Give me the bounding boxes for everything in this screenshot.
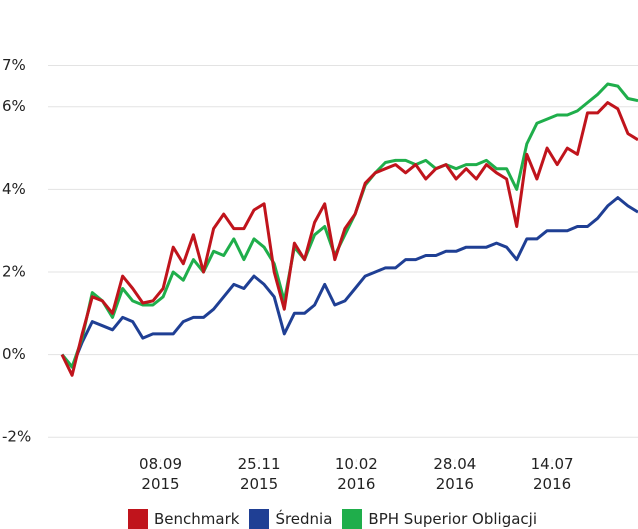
- y-tick-label: 2%: [2, 262, 26, 280]
- x-tick-label: 28.04 2016: [433, 455, 477, 493]
- series-line: [60, 196, 638, 369]
- x-tick-label: 10.02 2016: [334, 455, 378, 493]
- y-tick-label: -2%: [2, 428, 31, 446]
- x-tick-label: 14.07 2016: [530, 455, 574, 493]
- legend-item: Średnia: [249, 509, 332, 529]
- legend-swatch: [249, 509, 270, 529]
- legend-swatch: [128, 509, 148, 529]
- x-tick-label: 25.11 2015: [237, 455, 281, 493]
- series-line: [60, 101, 638, 377]
- legend-item: BPH Superior Obligacji: [342, 509, 537, 529]
- y-tick-label: 0%: [2, 345, 26, 363]
- legend-label: BPH Superior Obligacji: [368, 510, 537, 528]
- y-tick-label: 4%: [2, 180, 26, 198]
- legend-item: Benchmark: [128, 509, 239, 529]
- y-tick-label: 7%: [2, 56, 26, 74]
- x-tick-label: 08.09 2015: [139, 455, 182, 493]
- y-tick-label: 6%: [2, 97, 26, 115]
- series-line: [60, 82, 638, 369]
- legend-swatch: [342, 509, 363, 529]
- legend-label: Średnia: [275, 510, 333, 528]
- legend-label: Benchmark: [154, 510, 240, 528]
